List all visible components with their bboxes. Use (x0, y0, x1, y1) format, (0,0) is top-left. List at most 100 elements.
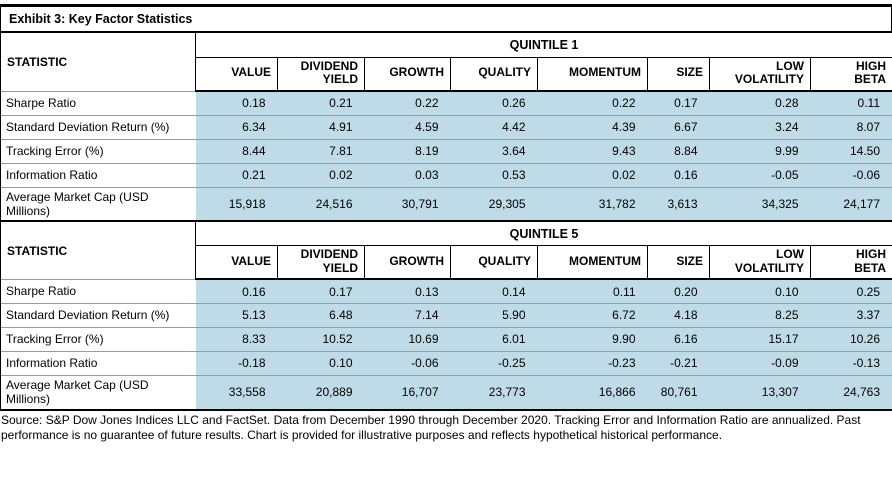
row-label: Tracking Error (%) (1, 139, 196, 163)
cell-value: 0.03 (365, 163, 451, 187)
column-header: LOW VOLATILITY (710, 57, 811, 91)
cell-value: 16,866 (538, 375, 648, 409)
column-header: QUALITY (451, 57, 538, 91)
column-header: MOMENTUM (538, 57, 648, 91)
cell-value: 24,763 (811, 375, 892, 409)
cell-value: 6.72 (538, 303, 648, 327)
cell-value: 0.22 (538, 91, 648, 115)
cell-value: 0.28 (710, 91, 811, 115)
cell-value: 20,889 (278, 375, 365, 409)
statistic-header: STATISTIC (1, 221, 196, 279)
cell-value: 8.07 (811, 115, 892, 139)
column-header: SIZE (648, 57, 710, 91)
row-label: Tracking Error (%) (1, 327, 196, 351)
cell-value: 3.37 (811, 303, 892, 327)
cell-value: 0.13 (365, 279, 451, 303)
cell-value: 10.26 (811, 327, 892, 351)
column-header: VALUE (196, 57, 278, 91)
row-label: Information Ratio (1, 163, 196, 187)
cell-value: 16,707 (365, 375, 451, 409)
exhibit-title: Exhibit 3: Key Factor Statistics (0, 7, 892, 33)
column-header: MOMENTUM (538, 245, 648, 279)
column-header: DIVIDEND YIELD (278, 57, 365, 91)
cell-value: 6.01 (451, 327, 538, 351)
cell-value: 3.64 (451, 139, 538, 163)
cell-value: 9.43 (538, 139, 648, 163)
cell-value: 10.52 (278, 327, 365, 351)
cell-value: 80,761 (648, 375, 710, 409)
exhibit-container: Exhibit 3: Key Factor Statistics STATIST… (0, 4, 892, 411)
quintile-label: QUINTILE 1 (196, 33, 892, 57)
cell-value: 0.22 (365, 91, 451, 115)
cell-value: -0.09 (710, 351, 811, 375)
cell-value: 0.10 (278, 351, 365, 375)
cell-value: -0.23 (538, 351, 648, 375)
cell-value: 4.91 (278, 115, 365, 139)
cell-value: 15.17 (710, 327, 811, 351)
cell-value: 4.59 (365, 115, 451, 139)
cell-value: 14.50 (811, 139, 892, 163)
cell-value: 0.02 (278, 163, 365, 187)
exhibit-page: Exhibit 3: Key Factor Statistics STATIST… (0, 4, 892, 490)
cell-value: 3,613 (648, 187, 710, 221)
cell-value: 8.33 (196, 327, 278, 351)
column-header: QUALITY (451, 245, 538, 279)
cell-value: 30,791 (365, 187, 451, 221)
cell-value: 8.84 (648, 139, 710, 163)
cell-value: 0.17 (278, 279, 365, 303)
cell-value: 4.39 (538, 115, 648, 139)
cell-value: 5.13 (196, 303, 278, 327)
row-label: Average Market Cap (USD Millions) (1, 187, 196, 221)
cell-value: 0.16 (648, 163, 710, 187)
cell-value: 0.17 (648, 91, 710, 115)
cell-value: 9.99 (710, 139, 811, 163)
cell-value: -0.05 (710, 163, 811, 187)
column-header: GROWTH (365, 245, 451, 279)
source-note: Source: S&P Dow Jones Indices LLC and Fa… (0, 411, 892, 443)
cell-value: 15,918 (196, 187, 278, 221)
cell-value: 4.42 (451, 115, 538, 139)
cell-value: 23,773 (451, 375, 538, 409)
cell-value: 8.44 (196, 139, 278, 163)
cell-value: 0.20 (648, 279, 710, 303)
cell-value: 8.19 (365, 139, 451, 163)
cell-value: 0.21 (196, 163, 278, 187)
cell-value: 6.34 (196, 115, 278, 139)
cell-value: -0.06 (811, 163, 892, 187)
cell-value: 6.67 (648, 115, 710, 139)
cell-value: -0.25 (451, 351, 538, 375)
row-label: Average Market Cap (USD Millions) (1, 375, 196, 409)
cell-value: 10.69 (365, 327, 451, 351)
cell-value: 34,325 (710, 187, 811, 221)
cell-value: 0.11 (811, 91, 892, 115)
cell-value: 0.02 (538, 163, 648, 187)
cell-value: 3.24 (710, 115, 811, 139)
cell-value: 7.14 (365, 303, 451, 327)
cell-value: 0.14 (451, 279, 538, 303)
row-label: Sharpe Ratio (1, 91, 196, 115)
cell-value: 9.90 (538, 327, 648, 351)
statistic-header: STATISTIC (1, 33, 196, 91)
quintile-label: QUINTILE 5 (196, 221, 892, 245)
cell-value: 6.48 (278, 303, 365, 327)
cell-value: 29,305 (451, 187, 538, 221)
cell-value: 0.25 (811, 279, 892, 303)
row-label: Standard Deviation Return (%) (1, 115, 196, 139)
cell-value: -0.21 (648, 351, 710, 375)
cell-value: 0.21 (278, 91, 365, 115)
column-header: LOW VOLATILITY (710, 245, 811, 279)
cell-value: 31,782 (538, 187, 648, 221)
table-row: Average Market Cap (USD Millions)15,918 2… (1, 187, 892, 221)
cell-value: 13,307 (710, 375, 811, 409)
